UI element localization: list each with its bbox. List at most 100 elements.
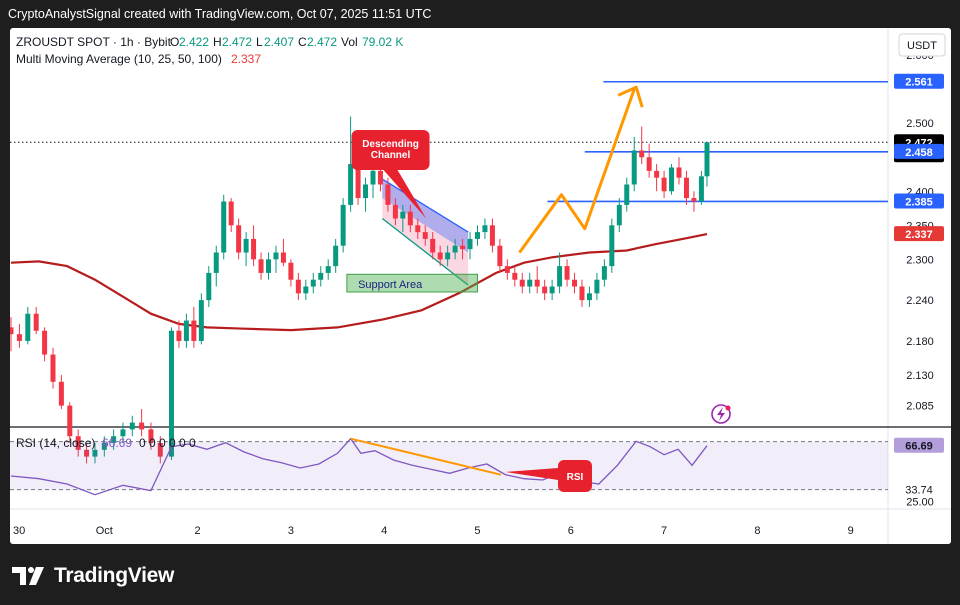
candle[interactable] [50,347,56,389]
candle[interactable] [616,198,622,233]
candle[interactable] [303,279,309,301]
candle[interactable] [325,259,331,280]
candle[interactable] [572,272,578,294]
candle[interactable] [422,225,428,246]
candle[interactable] [251,225,257,267]
candle[interactable] [527,272,533,294]
rsi-line[interactable] [10,437,708,496]
candle[interactable] [10,317,14,352]
candle[interactable] [75,429,81,457]
candle[interactable] [594,272,600,301]
candle[interactable] [206,266,212,307]
price-pane[interactable]: Support AreaDescendingChannel2.6002.5002… [10,28,951,544]
chart-canvas[interactable]: Support AreaDescendingChannel2.6002.5002… [10,28,951,544]
alert-bolt-icon[interactable] [711,404,731,424]
candle[interactable] [631,136,637,192]
candle[interactable] [609,218,615,273]
candle[interactable] [363,177,369,212]
candle[interactable] [624,177,630,212]
candle[interactable] [139,408,145,437]
moving-average-line[interactable] [10,233,708,332]
candle[interactable] [120,422,126,444]
candle[interactable] [176,320,182,348]
candle[interactable] [549,279,555,301]
candle[interactable] [586,286,592,307]
rsi-legend-label[interactable]: RSI (14, close) [16,436,95,450]
candle[interactable] [474,225,480,246]
candle[interactable] [452,238,458,260]
candle[interactable] [333,238,339,273]
candle[interactable] [67,402,73,444]
candle[interactable] [669,164,675,195]
legend-ma-label[interactable]: Multi Moving Average (10, 25, 50, 100) [16,52,222,66]
candle[interactable] [654,164,660,192]
candle[interactable] [42,327,48,362]
candle[interactable] [273,245,279,273]
candle[interactable] [639,126,645,165]
candle[interactable] [340,198,346,253]
legend-symbol[interactable]: ZROUSDT SPOT · 1h · Bybit [16,35,172,49]
candle[interactable] [407,204,413,233]
candle[interactable] [236,218,242,260]
candle[interactable] [101,436,107,457]
candle[interactable] [489,218,495,253]
candle[interactable] [213,245,219,287]
time-axis[interactable]: 30 Oct 2 3 4 5 6 7 8 9 [13,525,854,537]
candle[interactable] [84,443,90,464]
candle[interactable] [683,170,689,205]
candle[interactable] [288,259,294,287]
candle[interactable] [157,436,163,464]
candle[interactable] [198,293,204,345]
candle[interactable] [437,245,443,267]
candle[interactable] [318,266,324,287]
candle[interactable] [348,116,354,212]
projection-arrow[interactable] [518,88,636,254]
price-axis-column[interactable] [888,28,951,544]
candle[interactable] [704,142,710,187]
currency-button[interactable]: USDT [898,33,946,57]
candle[interactable] [698,170,704,205]
candle[interactable] [33,306,39,335]
candle[interactable] [504,259,510,280]
candle[interactable] [385,177,391,212]
candle[interactable] [148,422,154,450]
candle[interactable] [191,306,197,348]
candle[interactable] [266,252,272,280]
candle[interactable] [258,252,264,280]
candle[interactable] [467,232,473,260]
candle[interactable] [415,218,421,239]
rsi-callout[interactable]: RSI [505,460,592,492]
candle[interactable] [676,157,682,185]
candle[interactable] [16,323,22,348]
candle[interactable] [295,272,301,301]
candle[interactable] [111,429,117,450]
candle[interactable] [221,194,227,260]
support-area[interactable]: Support Area [346,273,478,293]
candle[interactable] [512,266,518,287]
candle[interactable] [183,313,189,348]
support-area-box[interactable] [346,273,478,293]
candle[interactable] [557,252,563,294]
candle[interactable] [228,198,234,233]
chart-frame[interactable]: Support AreaDescendingChannel2.6002.5002… [10,28,951,544]
candle[interactable] [601,259,607,287]
candle[interactable] [564,259,570,287]
candle[interactable] [579,279,585,307]
candle[interactable] [430,232,436,260]
candle[interactable] [445,245,451,267]
candle[interactable] [92,443,98,464]
candle[interactable] [243,232,249,267]
candle[interactable] [646,143,652,178]
candle[interactable] [58,374,64,409]
candle[interactable] [168,327,174,461]
candle[interactable] [497,238,503,273]
candle[interactable] [392,198,398,226]
candle[interactable] [460,238,466,260]
candle[interactable] [534,266,540,294]
candle[interactable] [129,415,135,437]
currency-button-label[interactable]: USDT [907,40,937,52]
candle[interactable] [482,218,488,239]
candle[interactable] [280,238,286,267]
